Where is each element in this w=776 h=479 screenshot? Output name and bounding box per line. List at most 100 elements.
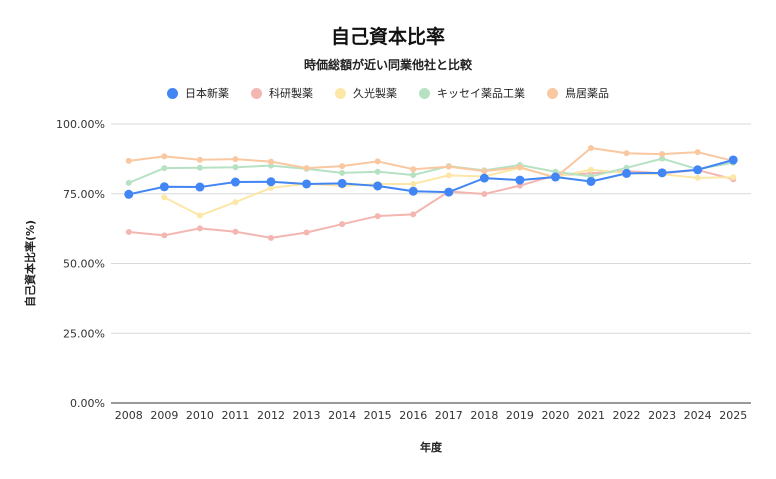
data-point	[196, 225, 203, 232]
data-point	[410, 172, 417, 179]
data-point	[550, 172, 560, 182]
y-tick-label: 75.00%	[63, 188, 105, 201]
y-tick-label: 100.00%	[56, 118, 105, 131]
x-tick-label: 2020	[541, 409, 569, 422]
legend-label: 鳥居薬品	[565, 87, 609, 100]
legend: 日本新薬 科研製薬 久光製薬 キッセイ薬品工業 鳥居薬品	[0, 85, 776, 101]
data-point	[374, 213, 381, 220]
data-point	[159, 182, 169, 192]
legend-label: 久光製薬	[353, 87, 397, 100]
series-line	[128, 169, 734, 239]
data-point	[410, 180, 417, 187]
data-point	[302, 179, 312, 189]
data-point	[125, 179, 132, 186]
data-point	[515, 175, 525, 185]
legend-marker-icon	[335, 87, 346, 99]
data-point	[124, 189, 134, 199]
data-point	[161, 165, 168, 172]
data-point	[481, 191, 488, 198]
legend-label: 科研製薬	[269, 87, 313, 100]
legend-label: 日本新薬	[185, 87, 229, 100]
y-tick-label: 50.00%	[63, 258, 105, 271]
data-point	[659, 155, 666, 162]
data-point	[694, 149, 701, 156]
data-point	[232, 164, 239, 171]
data-point	[230, 177, 240, 187]
x-tick-label: 2013	[293, 409, 321, 422]
legend-item: 日本新薬	[167, 85, 229, 101]
data-point	[516, 164, 523, 171]
data-point	[657, 168, 667, 178]
data-point	[623, 150, 630, 157]
legend-item: 科研製薬	[251, 85, 313, 101]
data-point	[693, 165, 703, 175]
data-point	[479, 173, 489, 183]
legend-marker-icon	[251, 87, 262, 99]
data-point	[374, 168, 381, 175]
data-point	[268, 184, 274, 191]
data-point	[195, 182, 205, 192]
legend-item: 鳥居薬品	[547, 85, 609, 101]
x-tick-label: 2024	[684, 409, 712, 422]
x-tick-label: 2025	[719, 409, 747, 422]
x-tick-label: 2019	[506, 409, 534, 422]
data-point	[339, 169, 346, 176]
x-tick-label: 2021	[577, 409, 605, 422]
x-tick-label: 2012	[257, 409, 285, 422]
x-tick-label: 2022	[613, 409, 641, 422]
data-point	[374, 158, 381, 165]
legend-marker-icon	[419, 87, 430, 99]
legend-marker-icon	[167, 87, 178, 99]
data-point	[622, 168, 632, 178]
data-point	[410, 166, 417, 173]
x-tick-label: 2011	[221, 409, 249, 422]
legend-item: 久光製薬	[335, 85, 397, 101]
x-tick-label: 2017	[435, 409, 463, 422]
data-point	[232, 228, 239, 235]
data-point	[232, 156, 239, 163]
data-point	[337, 178, 347, 188]
data-point	[410, 211, 417, 218]
x-tick-label: 2014	[328, 409, 356, 422]
data-point	[303, 165, 310, 172]
data-point	[728, 155, 738, 165]
data-point	[586, 176, 596, 186]
data-point	[373, 181, 383, 191]
data-point	[303, 229, 310, 236]
y-tick-label: 0.00%	[70, 397, 105, 410]
y-axis-title: 自己資本比率(%)	[23, 220, 37, 307]
data-point	[339, 163, 346, 170]
data-point	[659, 151, 666, 158]
data-point	[694, 174, 701, 181]
chart-subtitle: 時価総額が近い同業他社と比較	[303, 58, 472, 72]
data-point	[196, 156, 203, 163]
legend-label: キッセイ薬品工業	[437, 87, 525, 100]
data-point	[266, 177, 276, 187]
chart-title: 自己資本比率	[330, 26, 445, 48]
data-point	[588, 166, 594, 173]
series-line	[128, 146, 734, 179]
data-point	[125, 157, 132, 164]
y-tick-label: 25.00%	[63, 327, 105, 340]
data-point	[161, 153, 168, 160]
series-line	[128, 157, 734, 184]
data-point	[196, 164, 203, 171]
data-point	[268, 158, 274, 165]
data-point	[161, 232, 168, 239]
x-tick-label: 2015	[364, 409, 392, 422]
legend-item: キッセイ薬品工業	[419, 85, 525, 101]
data-point	[232, 199, 239, 206]
data-point	[196, 212, 203, 219]
series-line	[128, 159, 734, 196]
data-point	[268, 234, 274, 241]
data-point	[481, 168, 488, 175]
data-point	[444, 187, 454, 197]
data-point	[125, 228, 132, 235]
x-tick-label: 2023	[648, 409, 676, 422]
data-point	[445, 172, 452, 179]
data-point	[588, 144, 594, 151]
x-tick-label: 2016	[399, 409, 427, 422]
data-point	[408, 186, 418, 196]
